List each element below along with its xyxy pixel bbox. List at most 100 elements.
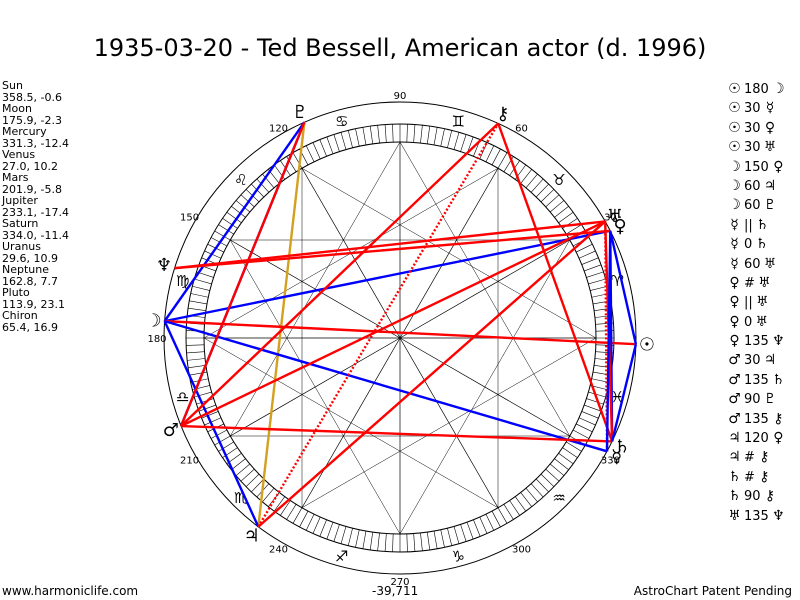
aspect-planet-a: ♀ [729,313,740,330]
degree-tick [514,496,527,512]
degree-tick [460,524,467,542]
aspect-planet-a: ☽ [728,177,741,194]
aspect-row: ☉ 30 ♅ [728,138,800,157]
aspect-line-moon-jupiter [163,320,260,528]
planet-position-value: 334.0, -11.4 [2,228,69,242]
degree-label: 180 [147,334,166,345]
degree-tick [333,524,340,542]
degree-tick [558,211,574,224]
degree-tick [218,224,234,235]
aspect-row: ♀ # ♅ [728,274,800,293]
aspect-planet-a: ♂ [728,410,741,427]
uranus-icon: ♅ [607,206,623,227]
aspect-line-mars-chiron [180,122,500,427]
planet-name: Mercury [2,125,47,138]
degree-tick [491,510,501,528]
zodiac-leo-icon: ♌ [234,171,247,189]
aspect-row: ♂ 135 ♄ [728,371,800,390]
saturn-icon: ♄ [614,436,630,457]
aspect-row: ♂ 30 ♃ [728,351,800,370]
aspect-line-mars-uranus [180,220,606,428]
degree-tick [194,278,212,285]
degree-tick [576,243,593,253]
degree-tick [319,139,327,157]
degree-tick [578,250,596,259]
degree-tick [362,127,367,146]
degree-tick [460,134,467,152]
aspect-planet-b: ♀ [773,158,784,175]
degree-tick [420,125,423,144]
degree-tick [190,293,209,298]
degree-tick [525,173,538,189]
aspect-planet-a: ♅ [728,507,741,524]
degree-tick [326,136,334,154]
zodiac-gemini-icon: ♊ [452,113,465,131]
degree-label: 270 [390,577,409,588]
aspect-planet-b: ☽ [772,81,785,97]
aspect-type: 120 [744,431,769,447]
degree-tick [549,200,565,213]
degree-tick [581,411,599,419]
venus-icon: ♀ [613,216,626,237]
mercury-icon: ☿ [611,447,622,468]
degree-tick [530,483,544,498]
aspect-type: 135 [744,411,769,427]
site-url[interactable]: www.harmoniclife.com [2,584,139,598]
aspect-line-pluto-moon [163,121,306,322]
aspect-planet-b: ♅ [763,255,777,272]
degree-tick [256,178,270,193]
degree-tick [520,169,532,184]
degree-tick [549,463,565,476]
planet-name: Uranus [2,240,41,253]
jupiter-icon: ♃ [244,526,260,547]
degree-tick [581,257,599,265]
degree-tick [340,132,347,150]
degree-tick [194,391,212,398]
degree-tick [413,124,416,143]
aspect-line-sun-saturn [610,343,638,442]
aspect-row: ☿ || ♄ [728,216,800,235]
degree-tick [251,478,265,493]
aspect-planet-b: ♇ [763,391,777,408]
aspect-type: 135 [744,508,769,524]
degree-tick [326,522,334,540]
sector-chord [203,337,499,508]
planet-name: Pluto [2,286,30,299]
aspect-planet-a: ☉ [728,119,741,136]
aspect-type: 30 [744,120,761,136]
degree-label: 300 [512,544,531,555]
aspect-row: ♂ 135 ⚷ [728,410,800,429]
planet-position-value: 201.9, -5.8 [2,182,62,196]
aspect-row: ♀ 0 ♅ [728,313,800,332]
planet-position-value: 29.6, 10.9 [2,251,58,265]
degree-tick [222,218,238,229]
planet-position-value: 331.3, -12.4 [2,136,69,150]
degree-tick [473,519,481,537]
planet-position-value: 65.4, 16.9 [2,320,58,334]
planet-name: Moon [2,102,32,115]
aspect-type: 0 [744,237,753,253]
degree-tick [186,351,205,354]
degree-tick [440,529,445,548]
degree-tick [312,516,321,534]
moon-icon: ☽ [146,310,162,331]
outer-ring [163,101,637,575]
degree-tick [377,532,380,551]
aspect-row: ♅ 135 ♆ [728,507,800,526]
degree-tick [453,132,460,150]
aspect-row: ☽ 60 ♇ [728,196,800,215]
aspect-planet-a: ☉ [728,100,741,117]
aspect-planet-a: ☉ [728,139,741,156]
aspect-planet-a: ☿ [730,236,739,253]
zodiac-virgo-icon: ♍ [176,272,189,290]
degree-tick [218,441,234,452]
degree-tick [576,423,593,433]
degree-label: 330 [601,456,620,467]
degree-tick [392,124,394,143]
degree-tick [447,528,453,546]
degree-tick [558,452,574,465]
degree-tick [440,128,445,147]
aspect-type: 150 [744,159,769,175]
degree-tick [572,429,590,439]
degree-tick [562,447,578,458]
